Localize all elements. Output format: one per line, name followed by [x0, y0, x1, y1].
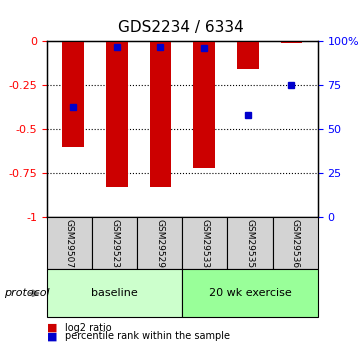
Text: 20 wk exercise: 20 wk exercise	[209, 288, 291, 298]
Bar	[106, 41, 128, 187]
Text: ■: ■	[47, 323, 57, 333]
Text: GSM29523: GSM29523	[110, 219, 119, 268]
Bar	[193, 41, 215, 168]
Text: percentile rank within the sample: percentile rank within the sample	[65, 332, 230, 341]
Text: GDS2234 / 6334: GDS2234 / 6334	[118, 20, 243, 35]
Text: baseline: baseline	[91, 288, 138, 298]
Text: GSM29529: GSM29529	[155, 219, 164, 268]
Text: protocol: protocol	[4, 288, 49, 298]
Text: GSM29535: GSM29535	[243, 220, 253, 273]
Text: GSM29529: GSM29529	[156, 220, 165, 273]
Bar	[149, 41, 171, 187]
Text: GSM29507: GSM29507	[65, 219, 74, 268]
Text: log2 ratio: log2 ratio	[65, 323, 112, 333]
Text: GSM29507: GSM29507	[68, 220, 78, 273]
Text: ■: ■	[47, 332, 57, 341]
Text: GSM29533: GSM29533	[199, 220, 209, 273]
Text: GSM29533: GSM29533	[200, 219, 209, 268]
Bar	[280, 41, 303, 43]
Bar	[62, 41, 84, 147]
Text: GSM29535: GSM29535	[245, 219, 255, 268]
Text: GSM29536: GSM29536	[291, 219, 300, 268]
Text: GSM29536: GSM29536	[287, 220, 296, 273]
Text: GSM29523: GSM29523	[112, 220, 122, 273]
Bar	[237, 41, 259, 69]
